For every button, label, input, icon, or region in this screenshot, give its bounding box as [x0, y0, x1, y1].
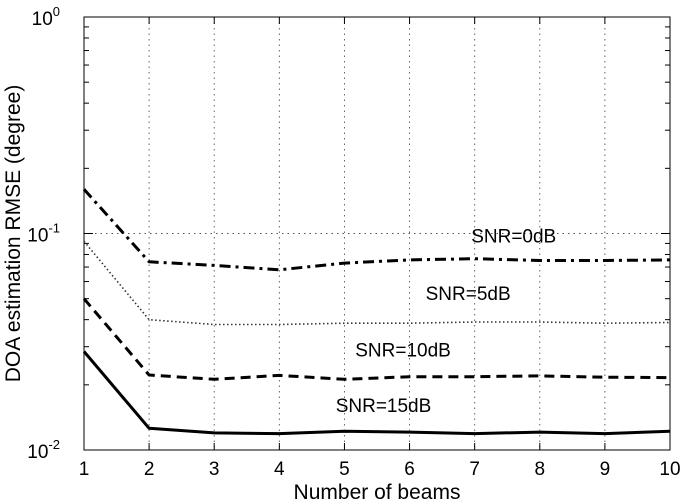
x-tick-label: 5 — [339, 459, 350, 480]
series-line — [82, 188, 671, 272]
label-layer: SNR=0dB SNR=5dB SNR=10dB SNR=15dB — [336, 227, 557, 418]
plot-frame — [83, 16, 671, 451]
y-tick-label: 100 — [32, 4, 60, 30]
series-line — [83, 240, 671, 326]
series-annotation: SNR=0dB — [471, 227, 556, 248]
x-tick-label: 10 — [659, 459, 680, 480]
x-tick-label: 9 — [600, 459, 611, 480]
series-line — [82, 297, 671, 381]
series-layer — [82, 188, 671, 436]
x-tick-label: 7 — [469, 459, 480, 480]
x-tick-label: 8 — [534, 459, 545, 480]
x-tick-label: 2 — [144, 459, 155, 480]
series-annotation: SNR=15dB — [336, 396, 432, 417]
series-annotation: SNR=10dB — [355, 341, 451, 362]
x-tick-label: 4 — [274, 459, 285, 480]
x-tick-label: 6 — [404, 459, 415, 480]
series-annotation: SNR=5dB — [426, 284, 511, 305]
x-tick-label: 3 — [209, 459, 220, 480]
grid-layer — [84, 17, 670, 450]
x-tick-label: 1 — [79, 459, 90, 480]
tick-layer: 1 2 3 4 5 6 7 8 9 10 10-2 10-1 100 — [27, 4, 680, 480]
y-tick-label: 10-1 — [27, 221, 60, 247]
y-axis-title: DOA estimation RMSE (degree) — [2, 85, 25, 383]
x-axis-title: Number of beams — [294, 481, 461, 504]
y-tick-label: 10-2 — [27, 437, 60, 463]
series-line — [82, 350, 671, 436]
